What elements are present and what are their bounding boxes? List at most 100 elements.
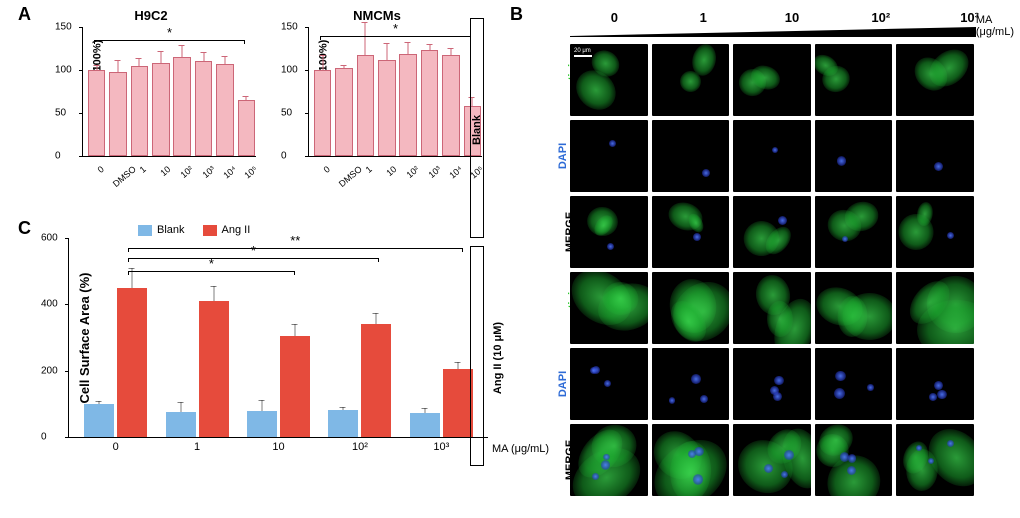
- x-tick-label: 10: [384, 164, 398, 178]
- micrograph-cell: [570, 120, 648, 192]
- plot-area: Cell Survival (100%)0501001500DMSO11010²…: [308, 27, 482, 157]
- bar: [84, 404, 114, 437]
- legend-item: Blank: [138, 224, 185, 236]
- bar: [378, 60, 395, 156]
- bar: [443, 369, 473, 437]
- bar: [247, 411, 277, 437]
- micrograph-cell: [733, 348, 811, 420]
- bar: [195, 61, 212, 156]
- x-tick-label: 10²: [405, 164, 421, 180]
- bar: [109, 72, 126, 156]
- x-tick-label: 1: [364, 164, 374, 175]
- micrograph-cell: [652, 120, 730, 192]
- image-row: MERGE: [570, 196, 974, 268]
- x-tick-label: 10²: [179, 164, 195, 180]
- bar: [199, 301, 229, 437]
- micrograph-cell: [815, 348, 893, 420]
- x-tick-label: 10³: [200, 164, 216, 180]
- micrograph-cell: [896, 272, 974, 344]
- x-tick-label: 10⁵: [243, 164, 260, 180]
- bar-group: 0: [75, 238, 156, 437]
- y-tick-label: 400: [41, 299, 58, 310]
- bar: [173, 57, 190, 156]
- y-tick-label: 600: [41, 233, 58, 244]
- micrograph-cell: [570, 348, 648, 420]
- bar-group: 1: [156, 238, 237, 437]
- bar: [314, 70, 331, 156]
- y-tick-label: 100: [55, 65, 72, 76]
- significance-bracket: [128, 258, 379, 262]
- x-tick-label: 10: [272, 441, 284, 453]
- micrograph-cell: [733, 120, 811, 192]
- significance-bracket: [94, 40, 245, 44]
- panel-a-label: A: [18, 4, 31, 25]
- significance-bracket: [320, 36, 471, 40]
- x-tick-label: 10⁴: [221, 164, 238, 181]
- x-tick-label: 0: [321, 164, 331, 175]
- micrograph-cell: [733, 196, 811, 268]
- y-tick-label: 150: [281, 22, 298, 33]
- micrograph-cell: [733, 424, 811, 496]
- concentration-label: 0: [570, 10, 659, 25]
- micrograph-cell: [896, 196, 974, 268]
- bar: [166, 412, 196, 437]
- micrograph-cell: [652, 272, 730, 344]
- bar-chart: H9C2Cell Survival (100%)0501001500DMSO11…: [46, 8, 256, 157]
- x-tick-label: 10³: [433, 441, 449, 453]
- legend-label: Blank: [157, 224, 185, 236]
- image-row: DAPI: [570, 348, 974, 420]
- image-row: α-actinin: [570, 272, 974, 344]
- bar: [421, 50, 438, 156]
- y-tick-label: 150: [55, 22, 72, 33]
- panel-c: C BlankAng II Cell Surface Area (%) 0110…: [18, 224, 498, 508]
- y-tick-label: 0: [55, 151, 61, 162]
- chart-area: Cell Surface Area (%) 011010²10³ 0200400…: [68, 238, 488, 438]
- micrograph-cell: [652, 196, 730, 268]
- micrograph-cell: [896, 424, 974, 496]
- bar: [238, 100, 255, 156]
- chart-title: NMCMs: [272, 8, 482, 23]
- bar: [361, 324, 391, 437]
- legend-swatch: [203, 225, 217, 236]
- y-tick-label: 200: [41, 365, 58, 376]
- micrograph-cell: [815, 424, 893, 496]
- bar: [88, 70, 105, 156]
- bar: [442, 55, 459, 156]
- x-tick-label: 10³: [426, 164, 442, 180]
- unit-label: MA (μg/mL): [976, 14, 1014, 38]
- bar: [357, 55, 374, 156]
- legend-item: Ang II: [203, 224, 251, 236]
- group-label: Ang II (10 μM): [492, 322, 504, 394]
- bar: [280, 336, 310, 437]
- micrograph-cell: [815, 272, 893, 344]
- group-label: Blank: [471, 115, 483, 145]
- row-label: DAPI: [557, 143, 569, 169]
- significance-star: *: [393, 21, 398, 36]
- x-tick-label: 1: [138, 164, 148, 175]
- legend-swatch: [138, 225, 152, 236]
- bar: [131, 66, 148, 156]
- x-tick-label: 10²: [352, 441, 368, 453]
- micrograph-cell: [815, 44, 893, 116]
- bar-group: 10: [238, 238, 319, 437]
- bar: [410, 413, 440, 437]
- x-tick-label: DMSO: [337, 164, 364, 189]
- image-row: MERGE: [570, 424, 974, 496]
- y-tick-label: 0: [41, 432, 47, 443]
- legend: Blank Ang II: [18, 224, 498, 236]
- micrograph-cell: [733, 44, 811, 116]
- gradient-wedge-icon: [570, 24, 976, 34]
- micrograph-cell: [570, 272, 648, 344]
- significance-bracket: [128, 248, 463, 252]
- concentration-label: 1: [659, 10, 748, 25]
- panel-c-label: C: [18, 218, 31, 239]
- significance-star: *: [167, 25, 172, 40]
- micrograph-cell: [652, 424, 730, 496]
- scalebar: 20 μm: [574, 48, 592, 57]
- group-bracket: [470, 246, 484, 466]
- y-tick-label: 50: [281, 108, 292, 119]
- micrograph-cell: [896, 348, 974, 420]
- bar: [117, 288, 147, 437]
- bar: [399, 54, 416, 156]
- micrograph-cell: [896, 120, 974, 192]
